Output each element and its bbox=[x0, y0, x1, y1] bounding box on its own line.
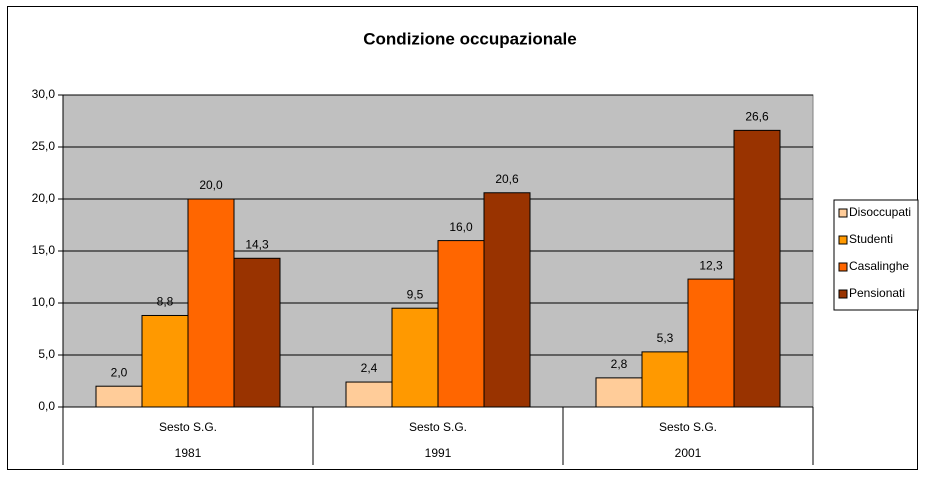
bar bbox=[733, 129, 781, 408]
legend-label: Disoccupati bbox=[849, 205, 911, 219]
value-label: 9,5 bbox=[407, 287, 424, 301]
value-label: 20,0 bbox=[199, 178, 223, 192]
legend-swatch bbox=[838, 235, 848, 245]
bar bbox=[641, 351, 689, 408]
y-tick-label: 5,0 bbox=[38, 347, 55, 361]
bar bbox=[437, 240, 485, 408]
value-label: 2,8 bbox=[611, 357, 628, 371]
value-label: 12,3 bbox=[699, 258, 723, 272]
legend-swatch bbox=[838, 289, 848, 299]
bar bbox=[95, 385, 143, 408]
value-label: 20,6 bbox=[495, 172, 519, 186]
value-label: 26,6 bbox=[745, 110, 769, 124]
y-tick-label: 0,0 bbox=[38, 399, 55, 413]
value-label: 5,3 bbox=[657, 331, 674, 345]
y-tick-label: 25,0 bbox=[32, 139, 56, 153]
value-label: 2,0 bbox=[111, 365, 128, 379]
value-label: 2,4 bbox=[361, 361, 378, 375]
bar bbox=[687, 278, 735, 408]
value-label: 14,3 bbox=[245, 237, 269, 251]
bar bbox=[483, 192, 531, 408]
legend-label: Casalinghe bbox=[849, 259, 909, 273]
legend-swatch bbox=[838, 208, 848, 218]
bar bbox=[233, 257, 281, 408]
x-group-label: Sesto S.G. bbox=[159, 420, 217, 434]
bar bbox=[391, 307, 439, 408]
bar bbox=[141, 314, 189, 408]
bar bbox=[595, 377, 643, 408]
value-label: 8,8 bbox=[157, 295, 174, 309]
legend-box bbox=[833, 199, 919, 311]
x-tick-label: 1991 bbox=[425, 446, 452, 460]
chart-title: Condizione occupazionale bbox=[363, 29, 576, 48]
bar bbox=[187, 198, 235, 408]
bar bbox=[345, 381, 393, 408]
legend-label: Pensionati bbox=[849, 286, 905, 300]
x-tick-label: 2001 bbox=[675, 446, 702, 460]
legend-label: Studenti bbox=[849, 232, 893, 246]
y-tick-label: 30,0 bbox=[32, 87, 56, 101]
x-group-label: Sesto S.G. bbox=[659, 420, 717, 434]
legend-swatch bbox=[838, 262, 848, 272]
x-group-label: Sesto S.G. bbox=[409, 420, 467, 434]
y-tick-label: 20,0 bbox=[32, 191, 56, 205]
x-tick-label: 1981 bbox=[175, 446, 202, 460]
y-tick-label: 15,0 bbox=[32, 243, 56, 257]
value-label: 16,0 bbox=[449, 220, 473, 234]
y-tick-label: 10,0 bbox=[32, 295, 56, 309]
